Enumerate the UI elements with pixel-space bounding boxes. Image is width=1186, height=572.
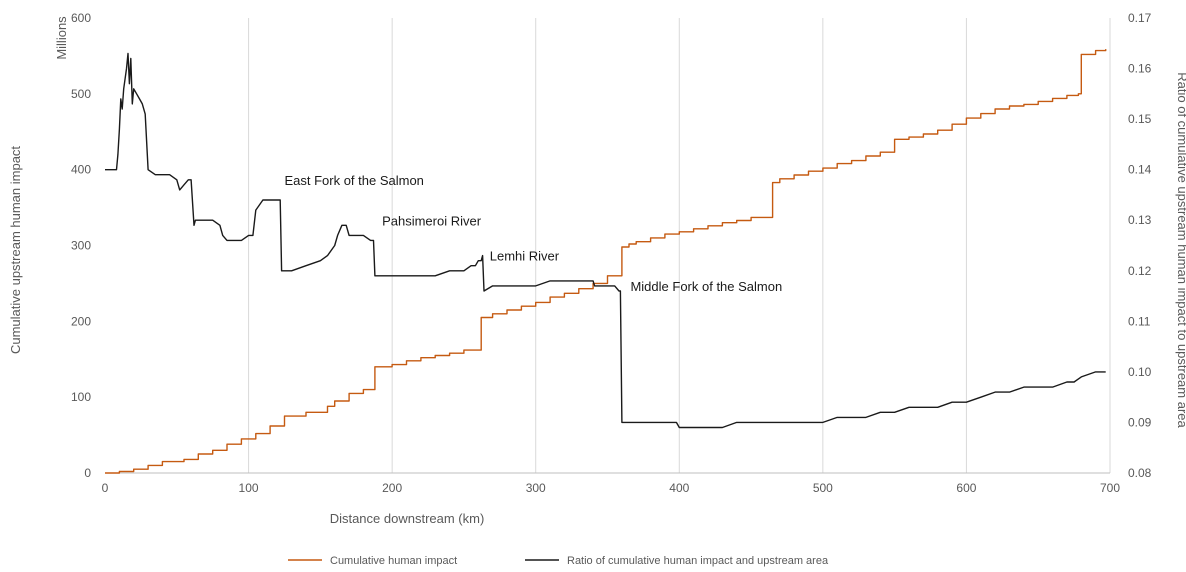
y2-tick-label: 0.08 — [1128, 466, 1152, 480]
y-tick-label: 100 — [71, 390, 91, 404]
series-line-cumulative-impact — [105, 49, 1107, 474]
y-unit-label: Millions — [54, 16, 69, 60]
annotation-label: East Fork of the Salmon — [284, 173, 423, 188]
y2-tick-label: 0.11 — [1128, 314, 1151, 328]
y-axis-title: Cumulative upstream human impact — [8, 146, 23, 354]
y2-tick-label: 0.10 — [1128, 365, 1152, 379]
annotation-label: Lemhi River — [490, 249, 560, 264]
y-tick-label: 400 — [71, 163, 91, 177]
y2-tick-label: 0.13 — [1128, 213, 1152, 227]
x-tick-label: 300 — [526, 481, 546, 495]
series-line-ratio — [105, 52, 1106, 429]
y-tick-label: 300 — [71, 239, 91, 253]
y2-tick-label: 0.12 — [1128, 264, 1152, 278]
y2-tick-label: 0.15 — [1128, 112, 1152, 126]
x-tick-label: 200 — [382, 481, 402, 495]
legend-label-ratio: Ratio of cumulative human impact and ups… — [567, 555, 829, 567]
x-tick-label: 400 — [669, 481, 689, 495]
legend: Cumulative human impact Ratio of cumulat… — [288, 555, 829, 567]
x-axis-title: Distance downstream (km) — [330, 511, 485, 526]
grid-layer — [248, 18, 1111, 473]
x-tick-label: 100 — [239, 481, 259, 495]
y2-tick-label: 0.17 — [1128, 11, 1152, 25]
y2-tick-label: 0.14 — [1128, 163, 1152, 177]
annotation-layer: East Fork of the Salmon Pahsimeroi River L… — [284, 173, 782, 294]
y2-tick-label: 0.16 — [1128, 62, 1152, 76]
annotation-label: Pahsimeroi River — [382, 213, 482, 228]
series-layer — [105, 49, 1107, 474]
y-tick-label: 600 — [71, 11, 91, 25]
x-tick-label: 700 — [1100, 481, 1120, 495]
y-tick-label: 0 — [84, 466, 91, 480]
y2-tick-label: 0.09 — [1128, 415, 1152, 429]
y-tick-label: 200 — [71, 314, 91, 328]
y2-axis-title: Ratio of cumulative upstream human impac… — [1175, 72, 1186, 428]
annotation-label: Middle Fork of the Salmon — [630, 279, 782, 294]
x-tick-label: 0 — [102, 481, 109, 495]
x-tick-label: 600 — [956, 481, 976, 495]
legend-label-impact: Cumulative human impact — [330, 555, 457, 567]
y-tick-label: 500 — [71, 87, 91, 101]
x-tick-label: 500 — [813, 481, 833, 495]
axes-layer: 0 100 200 300 400 500 600 700 0 100 200 300 400 500 60… — [71, 11, 1152, 495]
